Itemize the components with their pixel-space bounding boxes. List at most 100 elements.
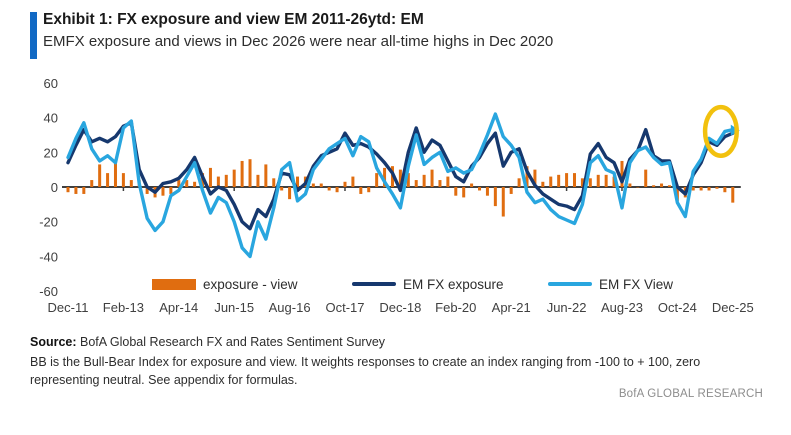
exposure-minus-view-bar [636, 187, 640, 188]
exposure-minus-view-bar [82, 187, 86, 194]
em-fx-exposure-line [66, 121, 735, 231]
exposure-minus-view-bar [509, 187, 513, 194]
exposure-minus-view-bar [660, 183, 664, 187]
exposure-minus-view-bar [438, 180, 442, 187]
source-label: Source: [30, 335, 77, 349]
exposure-minus-view-bar [454, 187, 458, 196]
x-tick-label: Dec-11 [48, 300, 89, 315]
bar-swatch-icon [152, 278, 196, 290]
exposure-minus-view-bar [375, 173, 379, 187]
exposure-minus-view-bar [335, 187, 339, 193]
y-tick-label: -60 [39, 284, 58, 299]
exposure-minus-view-bar [106, 173, 110, 187]
exposure-minus-view-bar [485, 187, 489, 196]
exhibit-header: Exhibit 1: FX exposure and view EM 2011-… [30, 9, 770, 59]
bofa-global-research-brand: BofA GLOBAL RESEARCH [618, 388, 763, 400]
exposure-minus-view-bar [541, 181, 545, 187]
exposure-minus-view-bar [612, 176, 616, 187]
legend-label: EM FX View [599, 276, 674, 292]
exposure-minus-view-bar [604, 174, 608, 187]
exposure-minus-view-bar [90, 180, 94, 187]
exposure-minus-view-bar [232, 169, 236, 187]
exposure-minus-view-bar [707, 187, 711, 191]
exposure-minus-view-bar [129, 180, 133, 187]
exposure-minus-view-bar [66, 187, 70, 193]
exposure-minus-view-bar [620, 160, 624, 187]
exposure-minus-view-bar [470, 183, 474, 187]
x-tick-label: Dec-25 [712, 300, 754, 315]
exposure-minus-view-bar [478, 187, 482, 191]
y-tick-label: -20 [39, 215, 58, 230]
footnote: BB is the Bull-Bear Index for exposure a… [30, 354, 701, 387]
x-tick-label: Aug-23 [601, 300, 643, 315]
exposure-minus-view-bar [596, 174, 600, 187]
exposure-minus-view-bar [501, 187, 505, 217]
x-tick-label: Jun-15 [214, 300, 254, 315]
exposure-minus-view-bar [383, 167, 387, 187]
x-tick-label: Apr-21 [492, 300, 531, 315]
line-swatch-icon [352, 282, 396, 286]
x-tick-label: Apr-14 [159, 300, 198, 315]
exposure-minus-view-bar [98, 164, 102, 187]
exposure-minus-view-bar [723, 187, 727, 193]
exposure-minus-view-bar [557, 174, 561, 187]
exposure-minus-view-bar [351, 176, 355, 187]
exposure-minus-view-bar [715, 187, 719, 189]
legend-item-em-fx-exposure: EM FX exposure [352, 273, 504, 295]
exposure-minus-view-bar [493, 187, 497, 207]
exposure-minus-view-bar [169, 187, 173, 194]
exhibit-subtitle: EMFX exposure and views in Dec 2026 were… [43, 33, 554, 51]
x-tick-label: Jun-22 [547, 300, 587, 315]
exposure-minus-view-bar [565, 173, 569, 187]
exposure-minus-view-bar [691, 187, 695, 191]
exposure-minus-view-bar [580, 178, 584, 187]
exposure-minus-view-bar [248, 159, 252, 187]
x-tick-label: Oct-24 [658, 300, 697, 315]
exposure-minus-view-bar [446, 176, 450, 187]
exposure-minus-view-bar [517, 178, 521, 187]
exposure-minus-view-bar [224, 174, 228, 187]
legend-item-exposure-minus-view: exposure - view [152, 273, 298, 295]
exposure-minus-view-bar [193, 181, 197, 187]
exposure-minus-view-bar [185, 180, 189, 187]
exposure-minus-view-bar [549, 176, 553, 187]
source-text: BofA Global Research FX and Rates Sentim… [76, 335, 386, 349]
exposure-minus-view-bar [327, 187, 331, 191]
legend-label: EM FX exposure [403, 276, 504, 292]
highlight-ellipse [702, 104, 739, 158]
legend-label: exposure - view [203, 276, 298, 292]
y-tick-label: 20 [44, 145, 58, 160]
exposure-minus-view-bar [240, 160, 244, 187]
exposure-minus-view-bar [264, 164, 268, 187]
exposure-minus-view-bar [699, 187, 703, 191]
exposure-minus-view-bar [588, 178, 592, 187]
chart-footer: Source: BofA Global Research FX and Rate… [30, 334, 765, 389]
exposure-minus-view-bar [145, 187, 149, 194]
x-tick-label: Oct-17 [325, 300, 364, 315]
x-tick-label: Aug-16 [269, 300, 311, 315]
exposure-minus-view-bar [216, 176, 220, 187]
exposure-minus-view-bar [525, 166, 529, 187]
exposure-minus-view-bar [533, 169, 537, 187]
exposure-minus-view-bar [422, 174, 426, 187]
exposure-minus-view-bar [121, 173, 125, 187]
em-fx-view-line [66, 112, 735, 259]
y-tick-label: 60 [44, 76, 58, 91]
y-tick-label: 0 [51, 180, 58, 195]
exposure-minus-view-bar [319, 183, 323, 187]
exposure-minus-view-bar [667, 185, 671, 187]
exposure-minus-view-bar [177, 180, 181, 187]
exposure-minus-view-bar [430, 169, 434, 187]
exposure-minus-view-bar [644, 169, 648, 187]
exposure-minus-view-bar [208, 167, 212, 187]
exposure-minus-view-bar [398, 169, 402, 187]
exposure-minus-view-bar [414, 180, 418, 187]
x-tick-label: Feb-20 [435, 300, 476, 315]
legend-item-em-fx-view: EM FX View [548, 273, 673, 295]
exposure-minus-view-bar [359, 187, 363, 194]
exposure-minus-view-bar [288, 187, 292, 200]
y-tick-label: 40 [44, 111, 58, 126]
x-tick-label: Feb-13 [103, 300, 144, 315]
exposure-minus-view-bar [652, 185, 656, 187]
exposure-minus-view-bar [256, 174, 260, 187]
